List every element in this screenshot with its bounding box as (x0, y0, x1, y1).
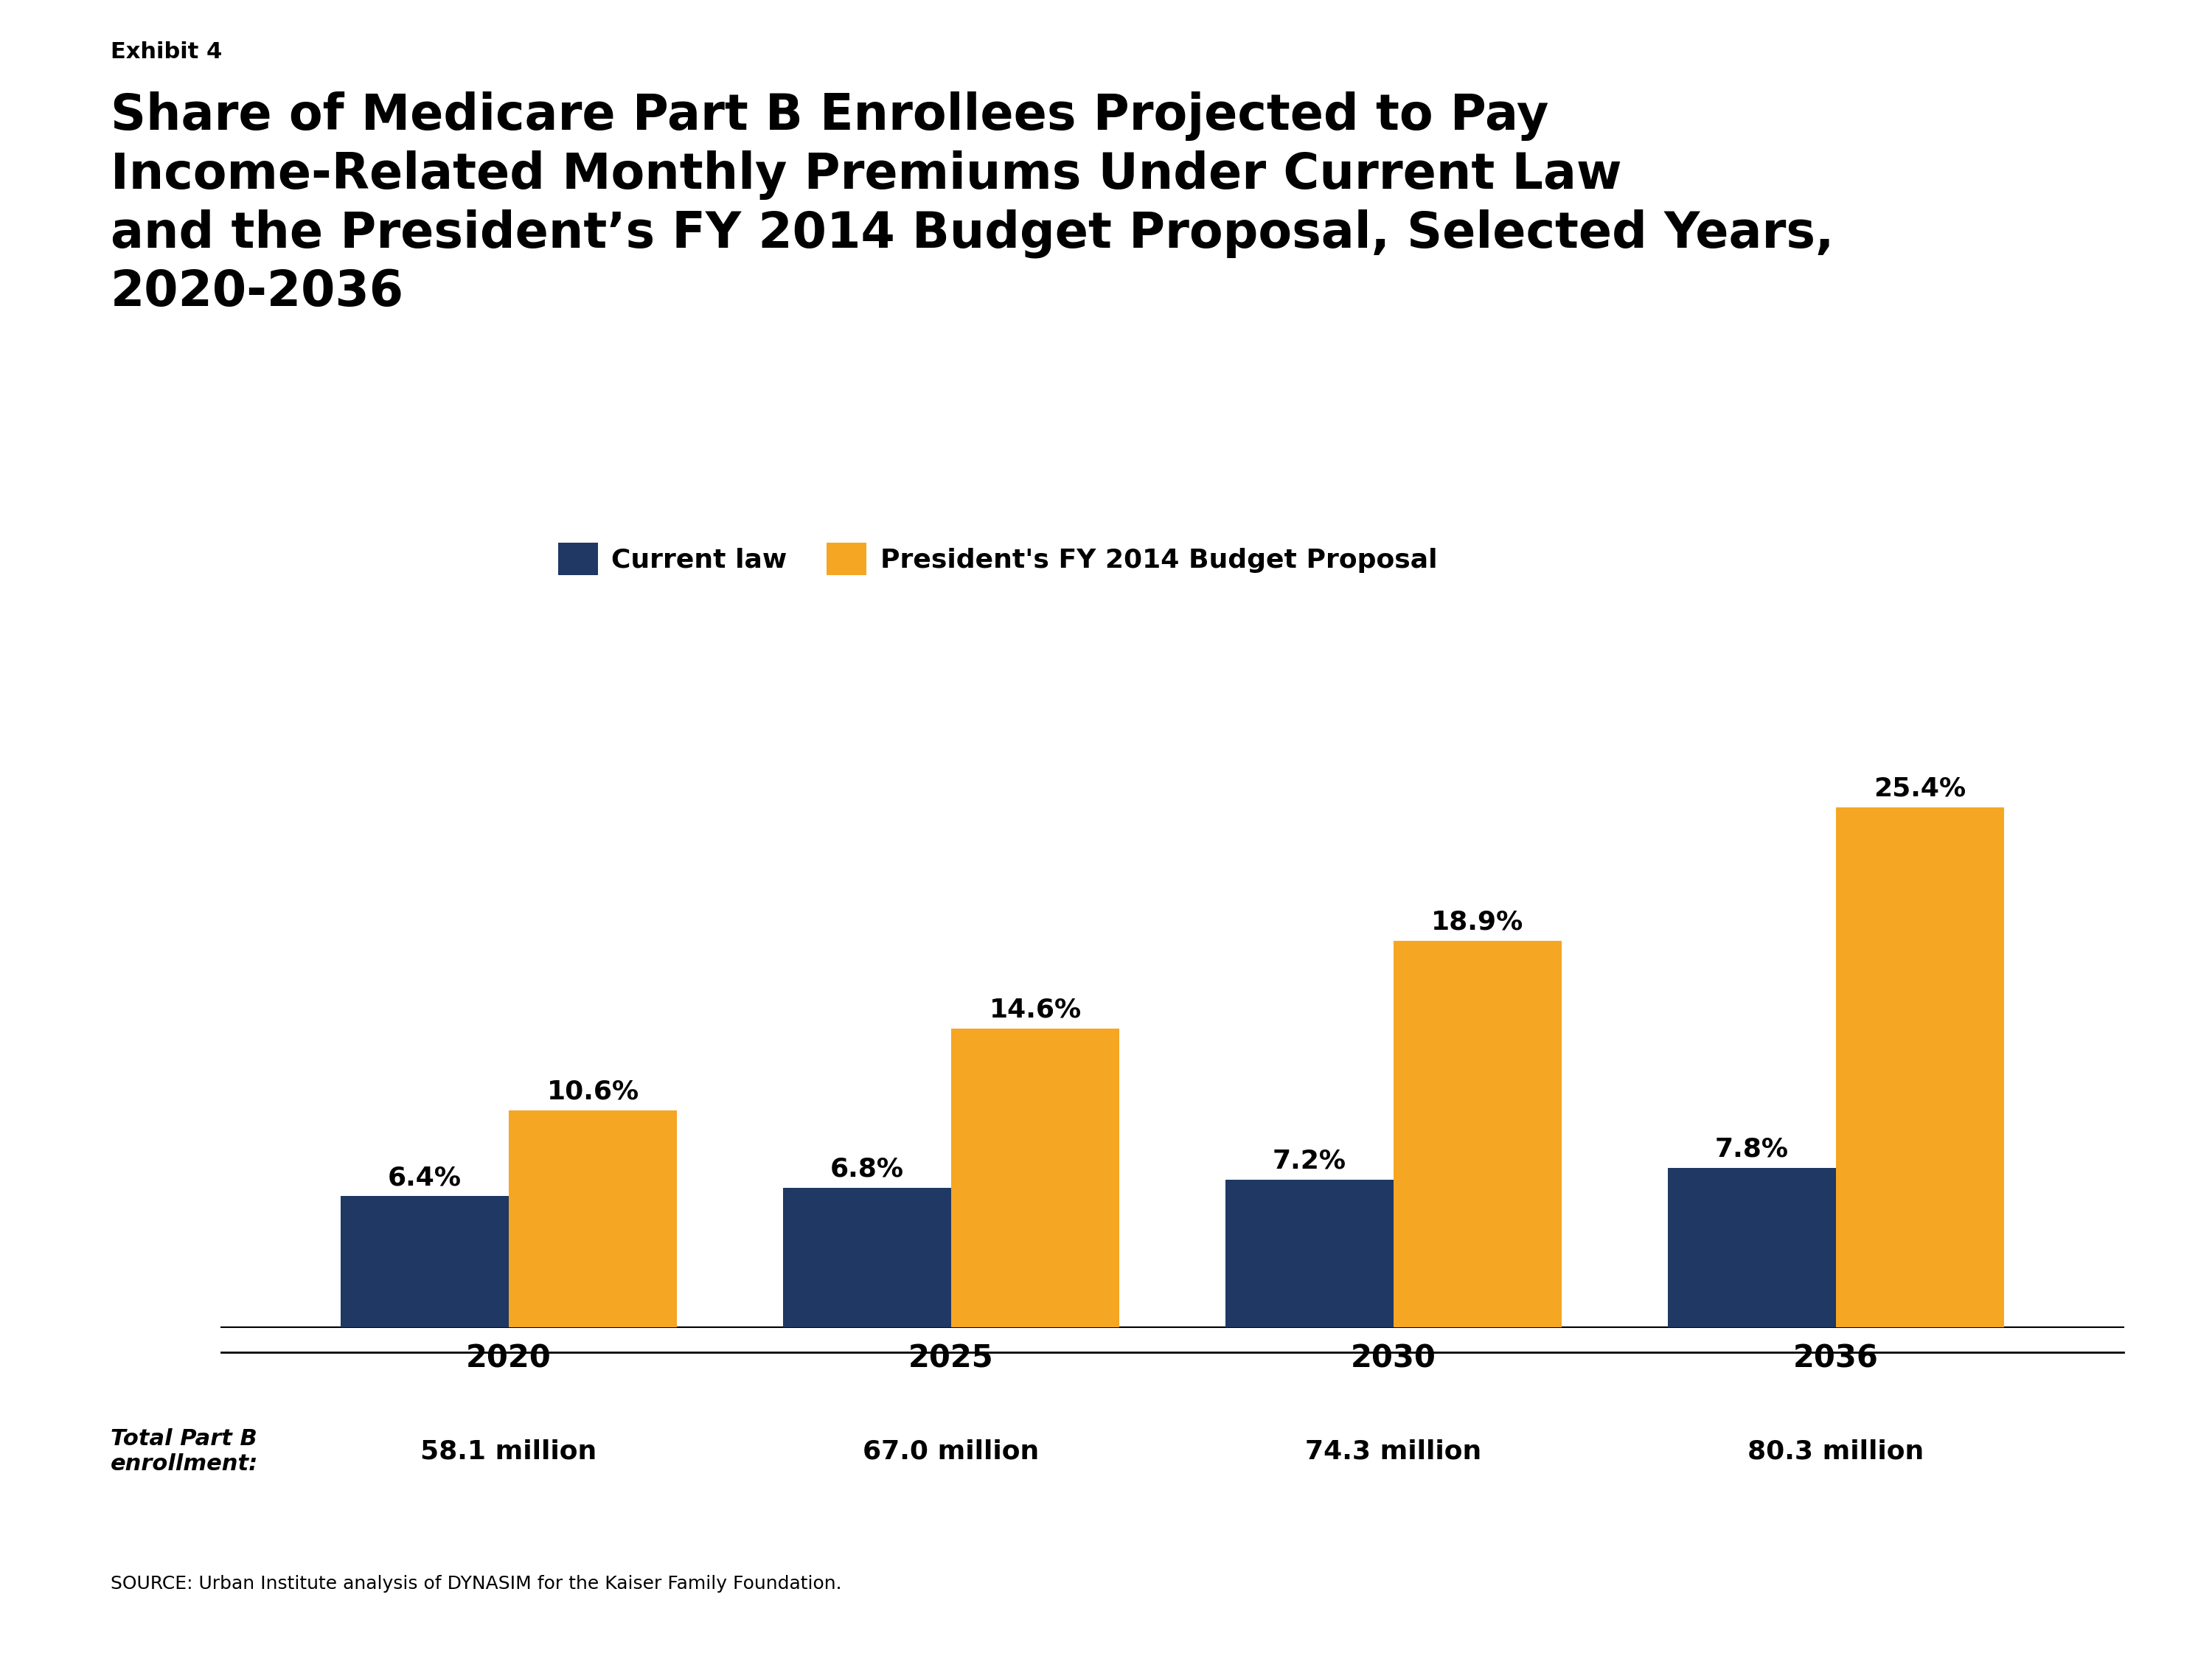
Text: 58.1 million: 58.1 million (420, 1438, 597, 1465)
Text: 25.4%: 25.4% (1874, 776, 1966, 801)
Bar (341, 1196, 509, 1327)
Text: 80.3 million: 80.3 million (1747, 1438, 1924, 1465)
Bar (1836, 808, 2004, 1327)
Text: 6.8%: 6.8% (830, 1156, 905, 1181)
Text: 7.2%: 7.2% (1272, 1148, 1347, 1175)
Text: FOUNDATION: FOUNDATION (1971, 1578, 2055, 1589)
Legend: Current law, President's FY 2014 Budget Proposal: Current law, President's FY 2014 Budget … (557, 542, 1438, 576)
Text: FAMILY: FAMILY (1978, 1535, 2048, 1553)
Text: Total Part B
enrollment:: Total Part B enrollment: (111, 1428, 259, 1475)
Text: Share of Medicare Part B Enrollees Projected to Pay
Income-Related Monthly Premi: Share of Medicare Part B Enrollees Proje… (111, 91, 1834, 317)
Bar (509, 1110, 677, 1327)
Text: 6.4%: 6.4% (387, 1165, 462, 1190)
Text: Exhibit 4: Exhibit 4 (111, 41, 221, 63)
Bar (951, 1029, 1119, 1327)
Text: 14.6%: 14.6% (989, 997, 1082, 1022)
Text: THE HENRY J.: THE HENRY J. (1971, 1455, 2055, 1465)
Text: SOURCE: Urban Institute analysis of DYNASIM for the Kaiser Family Foundation.: SOURCE: Urban Institute analysis of DYNA… (111, 1574, 843, 1593)
Bar (783, 1188, 951, 1327)
Text: 7.8%: 7.8% (1714, 1136, 1790, 1161)
Bar (1394, 941, 1562, 1327)
Text: KAISER: KAISER (1975, 1495, 2051, 1513)
Text: 67.0 million: 67.0 million (863, 1438, 1040, 1465)
Text: 74.3 million: 74.3 million (1305, 1438, 1482, 1465)
Text: 18.9%: 18.9% (1431, 909, 1524, 934)
Text: 10.6%: 10.6% (546, 1078, 639, 1105)
Bar (1668, 1168, 1836, 1327)
Bar (1225, 1180, 1394, 1327)
